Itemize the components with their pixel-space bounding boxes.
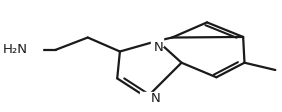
Bar (19, 45, 41, 55)
Bar (151, 36, 164, 46)
Text: N: N (154, 41, 164, 54)
Text: H₂N: H₂N (3, 43, 27, 56)
Bar (140, 92, 153, 103)
Text: N: N (151, 92, 160, 104)
